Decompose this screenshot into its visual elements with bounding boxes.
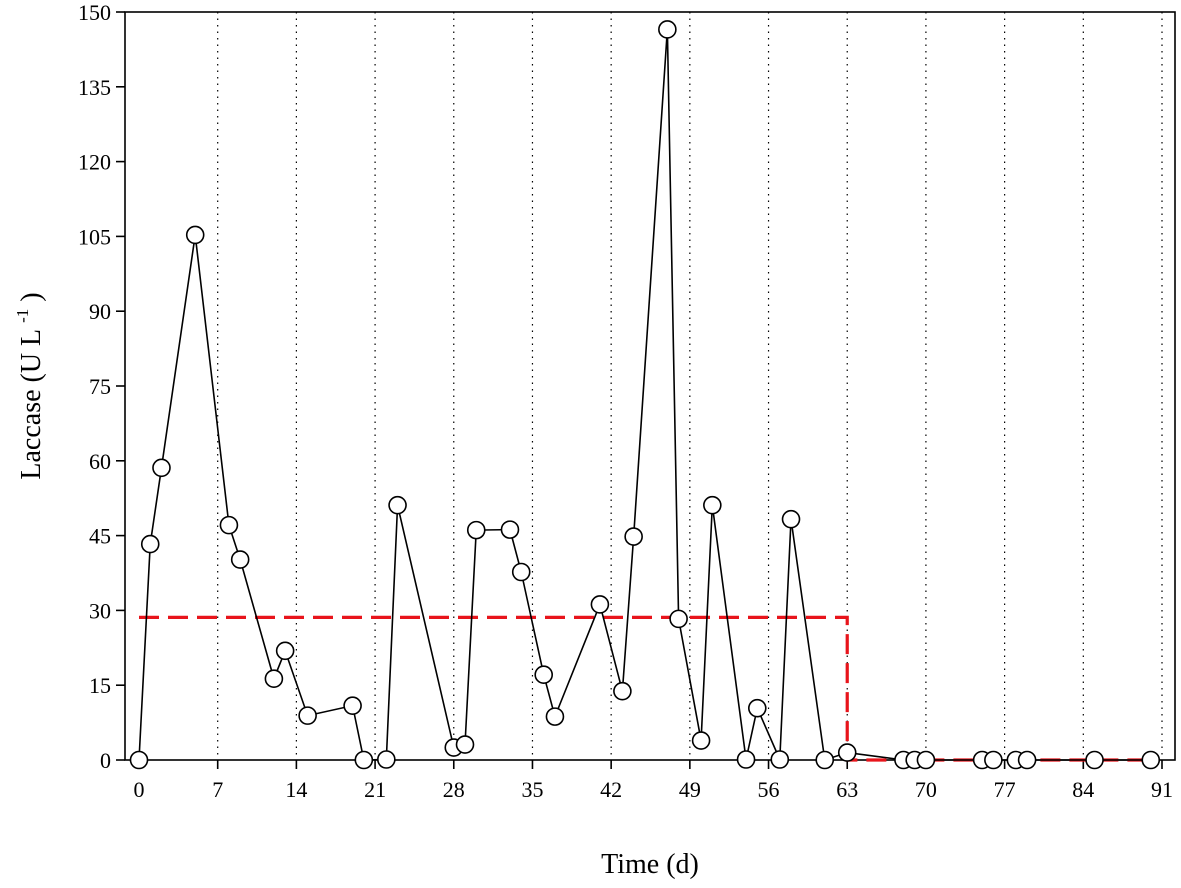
data-point-35 [916, 750, 936, 770]
data-point-1 [140, 534, 160, 554]
y-tick-label-60: 60 [89, 449, 111, 474]
data-point-12 [388, 495, 407, 515]
x-tick-label-21: 21 [364, 777, 386, 802]
data-point-5 [230, 550, 250, 569]
data-point-30 [781, 509, 801, 529]
data-point-17 [511, 562, 531, 582]
data-point-28 [747, 698, 767, 718]
x-tick-label-63: 63 [836, 777, 858, 802]
y-axis-title-superscript: -1 [13, 309, 32, 323]
y-tick-label-135: 135 [78, 75, 111, 100]
x-tick-label-14: 14 [285, 777, 307, 802]
y-tick-label-120: 120 [78, 150, 111, 175]
data-point-0 [129, 750, 149, 770]
series-mean-step-line [139, 615, 1151, 762]
data-point-26 [703, 495, 722, 515]
x-axis-title: Time (d) [601, 849, 699, 880]
x-tick-label-56: 56 [758, 777, 780, 802]
x-tick-label-7: 7 [212, 777, 223, 802]
data-point-29 [770, 750, 790, 769]
data-point-2 [152, 458, 171, 478]
data-point-37 [984, 750, 1003, 770]
data-point-3 [185, 225, 205, 245]
x-tick-label-77: 77 [994, 777, 1016, 802]
y-tick-label-15: 15 [89, 673, 111, 698]
data-point-41 [1141, 750, 1161, 770]
series-group [129, 20, 1161, 770]
y-tick-label-30: 30 [89, 598, 111, 623]
x-tick-label-84: 84 [1072, 777, 1094, 802]
x-tick-label-42: 42 [600, 777, 622, 802]
y-axis-title: Laccase (U L -1 ) [4, 292, 47, 479]
data-point-31 [815, 750, 835, 770]
data-point-40 [1085, 750, 1104, 770]
y-axis-title-base: Laccase (U L [16, 330, 47, 480]
data-point-19 [545, 707, 565, 726]
y-tick-label-105: 105 [78, 224, 111, 249]
data-point-25 [691, 731, 711, 750]
data-point-4 [219, 515, 239, 535]
x-tick-label-35: 35 [521, 777, 543, 802]
data-point-21 [613, 681, 632, 701]
data-point-15 [466, 520, 486, 540]
data-point-24 [669, 609, 688, 629]
data-point-16 [500, 520, 520, 539]
data-point-27 [736, 750, 756, 769]
data-point-14 [455, 735, 475, 754]
x-tick-label-49: 49 [679, 777, 701, 802]
y-tick-label-90: 90 [89, 299, 111, 324]
x-tick-label-28: 28 [443, 777, 465, 802]
vertical-grid [217, 12, 1163, 760]
y-tick-label-45: 45 [89, 524, 111, 549]
data-point-10 [354, 750, 374, 770]
data-point-22 [624, 527, 643, 546]
x-tick-label-70: 70 [915, 777, 937, 802]
data-point-18 [534, 665, 554, 685]
y-axis-title-closing: ) [16, 292, 47, 301]
data-point-39 [1017, 750, 1037, 770]
data-point-8 [298, 706, 317, 725]
y-tick-label-0: 0 [100, 748, 111, 773]
y-tick-label-75: 75 [89, 374, 111, 399]
data-point-32 [837, 743, 857, 762]
data-point-20 [590, 595, 610, 614]
x-tick-label-0: 0 [134, 777, 145, 802]
data-point-11 [377, 750, 396, 769]
x-tick-label-91: 91 [1151, 777, 1173, 802]
axis-ticks: 0 7 14 21 28 35 42 49 56 63 70 77 84 91 0 15 30 45 60 75 90 1… [78, 0, 1173, 802]
y-tick-label-150: 150 [78, 0, 111, 25]
data-point-6 [264, 669, 284, 689]
data-point-23 [658, 20, 677, 39]
data-point-7 [275, 641, 295, 661]
data-point-9 [343, 696, 362, 715]
